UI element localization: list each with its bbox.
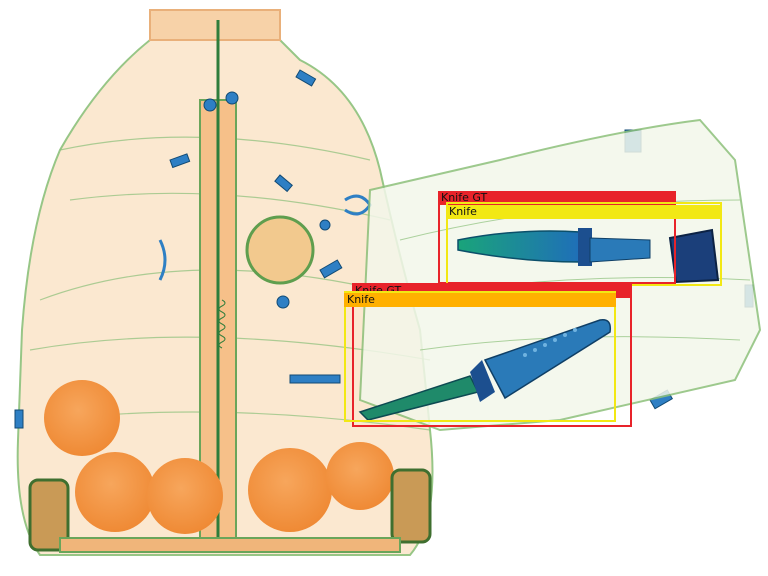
detection-label-pred-upper: Knife — [446, 205, 722, 219]
round-part — [245, 215, 315, 285]
knife-upper — [457, 228, 720, 284]
knife-lower — [358, 319, 612, 421]
detection-label-pred-lower: Knife — [344, 293, 616, 307]
backpack-handle — [149, 9, 281, 41]
orange-spheres — [44, 380, 394, 534]
detection-box-pred-lower — [344, 291, 616, 422]
detection-label-gt-upper: Knife GT — [438, 191, 676, 205]
